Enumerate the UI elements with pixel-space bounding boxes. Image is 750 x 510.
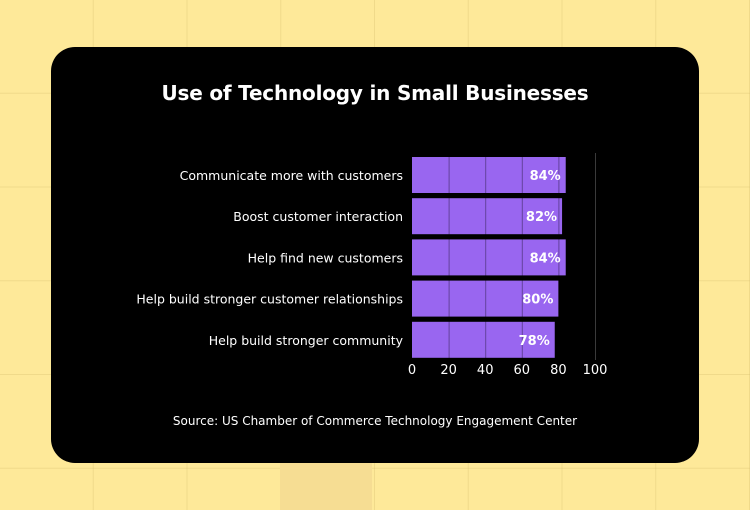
category-label: Help build stronger customer relationshi… <box>136 292 403 307</box>
x-tick-label: 0 <box>408 363 416 378</box>
bar <box>412 198 563 235</box>
category-label: Help build stronger community <box>209 333 404 348</box>
x-tick-label: 100 <box>583 363 608 378</box>
data-label: 80% <box>522 293 553 308</box>
data-label: 84% <box>530 169 561 184</box>
x-tick-label: 60 <box>514 363 531 378</box>
bar <box>412 321 555 358</box>
category-label: Help find new customers <box>248 250 403 265</box>
x-tick-label: 40 <box>477 363 494 378</box>
bar-chart: 84% 82% 84% 80% 78% Communicate more with cus… <box>136 153 608 378</box>
bar <box>412 157 566 193</box>
chart-source: Source: US Chamber of Commerce Technolog… <box>172 414 578 428</box>
data-label: 82% <box>526 210 557 225</box>
x-tick-label: 20 <box>440 363 457 378</box>
category-label: Boost customer interaction <box>233 209 403 224</box>
data-label: 84% <box>530 251 561 266</box>
data-label: 78% <box>519 334 550 349</box>
category-label: Communicate more with customers <box>180 168 403 183</box>
background-tile <box>280 460 372 510</box>
bar <box>412 239 566 276</box>
bar <box>412 280 559 317</box>
chart-card: Use of Technology in Small Businesses 84… <box>51 47 699 463</box>
chart-title: Use of Technology in Small Businesses <box>161 81 589 105</box>
x-tick-label: 80 <box>550 363 567 378</box>
